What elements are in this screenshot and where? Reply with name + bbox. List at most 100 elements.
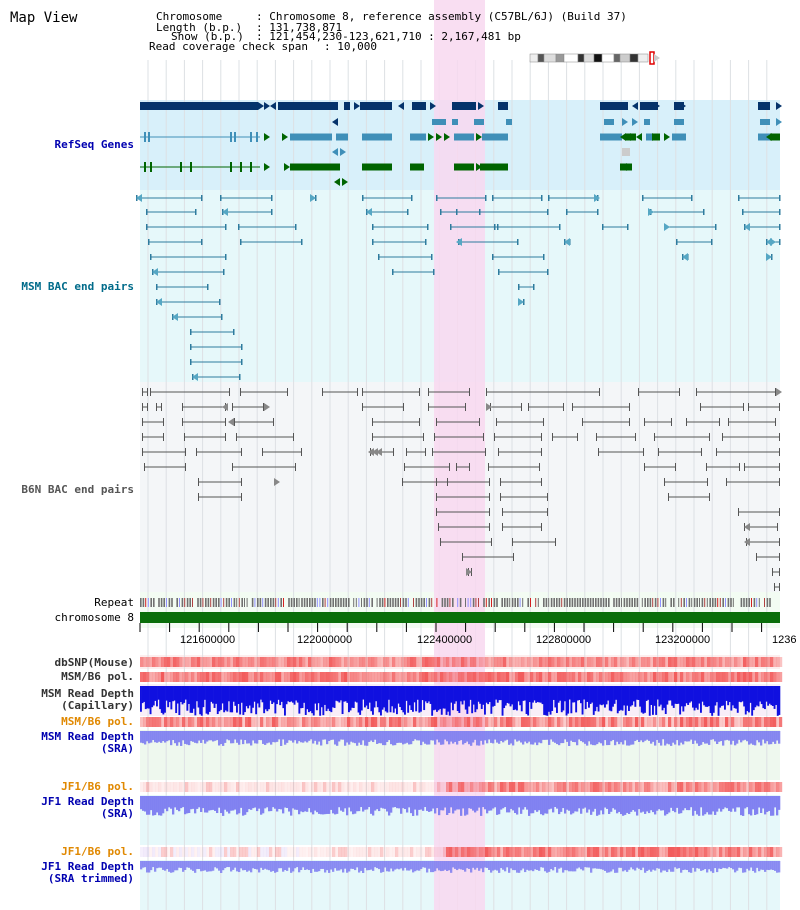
heat-cell [569,847,573,857]
read-depth-bar [240,796,243,808]
read-depth-bar [703,686,706,706]
repeat-element [384,598,386,607]
read-depth-bar [236,686,238,713]
heat-cell [749,672,753,682]
bac-end-tick [668,493,669,501]
read-depth-bar [207,686,210,715]
read-depth-bar [262,731,265,744]
repeat-element [238,598,240,607]
heat-cell [728,672,732,682]
read-depth-bar [156,796,159,813]
read-depth-bar [624,861,627,871]
repeat-element [556,598,558,607]
heat-cell [188,672,192,682]
read-depth-bar [254,796,257,808]
bac-end-tick [572,403,573,411]
read-depth-bar [199,686,202,715]
read-depth-bar [192,861,195,871]
read-depth-bar [440,731,443,745]
read-depth-bar [308,861,311,871]
bac-end-tick [502,523,503,531]
heat-cell [374,782,378,792]
gene-exon [652,133,660,141]
read-depth-bar [600,796,603,811]
heat-cell [533,717,537,727]
read-depth-bar [629,686,632,707]
read-depth-bar [318,861,321,872]
read-depth-bar [320,861,323,869]
heat-cell [461,672,465,682]
bac-end-tick [715,224,717,230]
heat-cell [779,717,783,727]
read-depth-bar [326,796,329,814]
read-depth-bar [538,796,541,811]
heat-cell [338,657,342,667]
heat-cell [254,672,258,682]
read-depth-bar [624,731,627,741]
read-depth-bar [620,796,623,815]
heat-cell [272,847,276,857]
heat-cell [686,717,690,727]
heat-cell [755,657,759,667]
read-depth-bar [774,731,777,744]
read-depth-bar [692,731,695,744]
read-depth-bar [534,861,537,870]
heat-cell [755,847,759,857]
heat-cell [773,717,777,727]
bac-end-tick [238,224,240,230]
read-depth-bar [413,686,416,703]
heat-cell [545,672,549,682]
read-depth-bar [746,796,749,808]
read-depth-bar [422,796,425,811]
heat-cell [221,717,225,727]
heat-cell [401,847,405,857]
heat-cell [170,847,174,857]
heat-cell [683,672,687,682]
heat-cell [227,847,231,857]
bac-end-tick [225,254,227,260]
bac-end-tick [372,239,374,245]
read-depth-bar [440,861,443,872]
heat-cell [359,657,363,667]
read-depth-bar [372,861,375,871]
repeat-element [189,598,191,607]
read-depth-bar [236,861,239,872]
heat-cell [194,782,198,792]
read-depth-bar [269,686,272,701]
heat-cell [230,657,234,667]
heat-cell [167,657,171,667]
heat-cell [158,672,162,682]
read-depth-bar [287,686,290,702]
heat-cell [491,717,495,727]
heat-cell [245,717,249,727]
read-depth-bar [178,686,181,716]
heat-cell [620,717,624,727]
bac-end-tick [142,418,143,426]
read-depth-bar [554,861,557,868]
heat-cell [599,657,603,667]
repeat-element [753,598,756,607]
heat-cell [635,782,639,792]
read-depth-bar [452,731,455,744]
heat-cell [374,672,378,682]
heat-cell [473,657,477,667]
read-depth-bar [618,796,621,812]
read-depth-bar [604,731,607,741]
heat-cell [290,782,294,792]
bac-end-tick [779,209,781,215]
heat-cell [704,717,708,727]
bac-end-tick [779,433,780,441]
read-depth-bar [404,861,407,868]
bac-end-tick [436,195,438,201]
read-depth-bar [312,796,315,815]
read-depth-bar [439,686,442,709]
heat-cell [413,657,417,667]
repeat-element [142,598,145,607]
read-depth-bar [364,861,367,868]
read-depth-bar [583,686,586,700]
read-depth-bar [502,861,505,870]
bac-end-tick [719,418,720,426]
read-depth-bar [618,861,621,868]
read-depth-bar [628,796,631,814]
